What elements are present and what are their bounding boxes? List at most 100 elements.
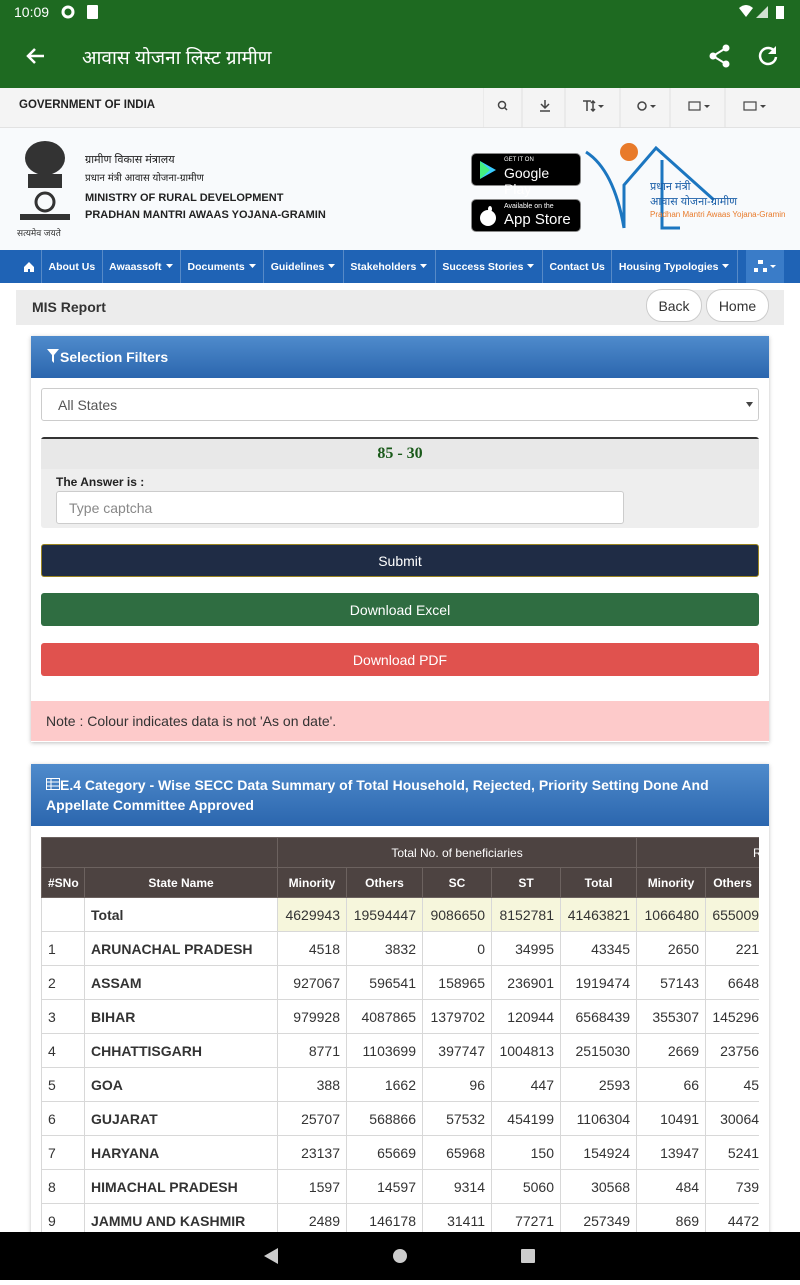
table-row: 4 CHHATTISGARH 8771 1103699 397747 1004813 251… — [41, 1033, 759, 1068]
column-header: Others — [346, 867, 423, 898]
pmay-logo — [585, 143, 716, 230]
nav-item[interactable]: Awaassoft — [103, 250, 181, 283]
group-header: Total No. of beneficiaries — [276, 837, 638, 868]
logo-line3: Pradhan Mantri Awaas Yojana-Gramin — [650, 210, 786, 219]
dropdown-caret — [722, 263, 730, 268]
emblem — [20, 141, 70, 220]
excel-button[interactable]: Download Excel — [41, 593, 759, 626]
app-header: 10:09 आवास योजना लिस्ट ग्रामीण — [0, 0, 800, 88]
nav-item[interactable]: Documents — [181, 250, 265, 283]
value-cell: 6568439 — [559, 999, 638, 1034]
column-header-row: #SNo State Name Minority Others SC ST Total Min… — [41, 867, 759, 898]
nav-item[interactable]: Contact Us — [543, 250, 613, 283]
badge-small: GET IT ON — [504, 157, 534, 163]
home-link[interactable]: Home — [706, 289, 769, 322]
nav-item[interactable]: Stakeholders — [344, 250, 436, 283]
value-cell: 1597 — [277, 1169, 347, 1204]
filters-header: Selection Filters — [31, 336, 769, 378]
sno-cell: 6 — [41, 1101, 85, 1136]
state-cell: HIMACHAL PRADESH — [84, 1169, 278, 1204]
table-row: 7 HARYANA 23137 65669 65968 150 154924 13947 524… — [41, 1135, 759, 1170]
value-cell: 1004813 — [491, 1033, 561, 1068]
state-cell: GOA — [84, 1067, 278, 1102]
table-row: 2 ASSAM 927067 596541 158965 236901 1919474 571… — [41, 965, 759, 1000]
value-cell: 568866 — [346, 1101, 423, 1136]
sno-cell: 7 — [41, 1135, 85, 1170]
sitemap-button[interactable] — [746, 250, 784, 283]
value-cell: 927067 — [277, 965, 347, 1000]
mis-bar: MIS Report Back Home — [16, 289, 784, 325]
value-cell: 23137 — [277, 1135, 347, 1170]
value-cell: 484 — [636, 1169, 707, 1204]
value-cell: 2515030 — [559, 1033, 638, 1068]
nav-item[interactable]: Success Stories — [436, 250, 543, 283]
sitemap-icon — [754, 260, 776, 272]
table-row: 5 GOA 388 1662 96 447 2593 66 45 — [41, 1067, 759, 1102]
nav-buttons[interactable] — [0, 1232, 800, 1280]
table-row: 6 GUJARAT 25707 568866 57532 454199 1106304 104… — [41, 1101, 759, 1136]
table-row: 8 HIMACHAL PRADESH 1597 14597 9314 5060 30568 4… — [41, 1169, 759, 1204]
value-cell: 257349 — [559, 1203, 638, 1232]
state-select[interactable]: All States — [41, 388, 759, 421]
refresh-button[interactable] — [756, 44, 780, 68]
value-cell: 397747 — [422, 1033, 492, 1068]
column-header: Others — [705, 867, 759, 898]
ministry-hindi: ग्रामीण विकास मंत्रालय — [85, 154, 175, 166]
logo-line1: प्रधान मंत्री — [650, 181, 691, 193]
value-cell: 9086650 — [422, 897, 492, 932]
table-header: E.4 Category - Wise SECC Data Summary of… — [31, 764, 769, 826]
gov-bar: GOVERNMENT OF INDIA — [0, 88, 800, 128]
value-cell: 23756 — [705, 1033, 759, 1068]
value-cell: 19594447 — [346, 897, 423, 932]
nav-item[interactable]: Housing Typologies — [612, 250, 738, 283]
value-cell: 2650 — [636, 931, 707, 966]
column-header: Minority — [277, 867, 347, 898]
toolbar-icons[interactable] — [483, 88, 783, 128]
table-icon — [46, 778, 60, 790]
value-cell: 66 — [636, 1067, 707, 1102]
value-cell: 10491 — [636, 1101, 707, 1136]
back-link[interactable]: Back — [646, 289, 702, 322]
value-cell: 447 — [491, 1067, 561, 1102]
logo-line2: आवास योजना-ग्रामीण — [650, 196, 738, 208]
state-cell: ASSAM — [84, 965, 278, 1000]
value-cell: 96 — [422, 1067, 492, 1102]
value-cell: 1379702 — [422, 999, 492, 1034]
value-cell: 454199 — [491, 1101, 561, 1136]
gov-label: GOVERNMENT OF INDIA — [19, 99, 156, 111]
value-cell: 355307 — [636, 999, 707, 1034]
captcha-text: 85 - 30 — [41, 439, 759, 469]
submit-button[interactable]: Submit — [41, 544, 759, 577]
value-cell: 6648 — [705, 965, 759, 1000]
group-header: R — [636, 837, 759, 868]
sno-cell: 8 — [41, 1169, 85, 1204]
value-cell: 145296 — [705, 999, 759, 1034]
note: Note : Colour indicates data is not 'As … — [31, 701, 769, 741]
nav-label: About Us — [48, 260, 96, 273]
value-cell: 146178 — [346, 1203, 423, 1232]
nav-home[interactable] — [16, 250, 42, 283]
google-play-badge[interactable]: GET IT ON Google Play — [471, 153, 581, 197]
value-cell: 158965 — [422, 965, 492, 1000]
state-cell: ARUNACHAL PRADESH — [84, 931, 278, 966]
pdf-button[interactable]: Download PDF — [41, 643, 759, 676]
value-cell: 1919474 — [559, 965, 638, 1000]
table-row: 9 JAMMU AND KASHMIR 2489 146178 31411 77271 25… — [41, 1203, 759, 1232]
share-button[interactable] — [708, 44, 732, 68]
state-cell: JAMMU AND KASHMIR — [84, 1203, 278, 1232]
column-header: Total — [559, 867, 638, 898]
state-cell: BIHAR — [84, 999, 278, 1034]
nav-item[interactable]: About Us — [42, 250, 103, 283]
sno-cell: 1 — [41, 931, 85, 966]
captcha-input[interactable]: Type captcha — [56, 491, 624, 524]
site-header: सत्यमेव जयते ग्रामीण विकास मंत्रालय प्रध… — [0, 128, 800, 250]
sno-cell: 3 — [41, 999, 85, 1034]
value-cell: 30568 — [559, 1169, 638, 1204]
app-store-badge[interactable]: Available on the App Store — [471, 199, 581, 232]
nav-item[interactable]: Guidelines — [264, 250, 344, 283]
back-button[interactable] — [24, 44, 48, 68]
dropdown-caret — [248, 263, 256, 268]
table-row: Total 4629943 19594447 9086650 8152781 414638… — [41, 897, 759, 932]
value-cell: 4629943 — [277, 897, 347, 932]
